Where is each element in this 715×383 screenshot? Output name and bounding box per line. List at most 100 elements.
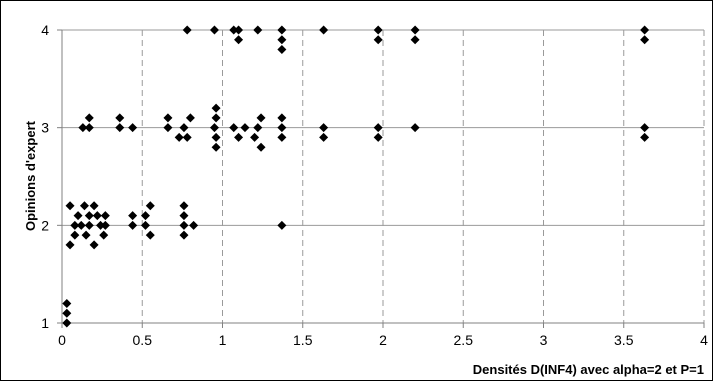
data-point-diamond [319, 25, 329, 35]
data-point-diamond [179, 220, 189, 230]
data-point-diamond [250, 132, 260, 142]
data-point-diamond [373, 25, 383, 35]
data-point-diamond [174, 132, 184, 142]
data-point-diamond [89, 201, 99, 211]
x-tick-label: 3.5 [614, 332, 634, 348]
y-axis-title: Opinions d'expert [23, 120, 38, 231]
data-point-diamond [128, 211, 138, 221]
data-point-diamond [65, 240, 75, 250]
data-point-diamond [640, 123, 650, 133]
data-point-diamond [115, 113, 125, 123]
axes [57, 29, 705, 328]
data-point-diamond [145, 201, 155, 211]
x-tick-label: 1 [219, 332, 227, 348]
data-point-diamond [79, 201, 89, 211]
data-point-diamond [62, 298, 72, 308]
data-point-diamond [99, 230, 109, 240]
data-point-diamond [319, 123, 329, 133]
data-point-diamond [277, 45, 287, 55]
y-tick-label: 1 [41, 315, 49, 331]
data-point-diamond [256, 113, 266, 123]
data-point-diamond [182, 25, 192, 35]
data-point-diamond [100, 220, 110, 230]
data-point-diamond [277, 132, 287, 142]
y-tick-label: 3 [41, 120, 49, 136]
data-point-diamond [189, 220, 199, 230]
data-point-diamond [640, 35, 650, 45]
y-tick-label: 4 [41, 22, 49, 38]
data-point-diamond [640, 25, 650, 35]
data-point-diamond [229, 123, 239, 133]
data-point-diamond [234, 25, 244, 35]
data-point-diamond [70, 220, 80, 230]
x-axis-title: Densités D(INF4) avec alpha=2 et P=1 [473, 362, 704, 377]
data-point-diamond [410, 25, 420, 35]
data-point-diamond [277, 220, 287, 230]
data-point-diamond [100, 211, 110, 221]
data-point-diamond [84, 113, 94, 123]
data-point-diamond [128, 220, 138, 230]
data-point-diamond [319, 132, 329, 142]
data-point-diamond [128, 123, 138, 133]
data-point-diamond [179, 201, 189, 211]
y-tick-label: 2 [41, 217, 49, 233]
x-tick-label: 3 [540, 332, 548, 348]
data-point-diamond [277, 35, 287, 45]
data-point-diamond [373, 123, 383, 133]
x-tick-label: 2 [379, 332, 387, 348]
data-point-diamond [81, 230, 91, 240]
data-point-diamond [373, 35, 383, 45]
data-point-diamond [70, 230, 80, 240]
data-point-diamond [84, 211, 94, 221]
data-point-diamond [76, 220, 86, 230]
data-point-diamond [410, 35, 420, 45]
data-point-diamond [92, 211, 102, 221]
data-point-diamond [163, 113, 173, 123]
x-tick-label: 0.5 [133, 332, 153, 348]
tick-labels: 1 2 3 4 0 0.5 1 1.5 2 2.5 3 3.5 4 [41, 22, 708, 348]
data-point-diamond [89, 240, 99, 250]
data-point-diamond [73, 211, 83, 221]
data-point-diamond [277, 25, 287, 35]
data-point-diamond [211, 113, 221, 123]
data-point-diamond [65, 201, 75, 211]
data-point-diamond [211, 142, 221, 152]
data-point-diamond [410, 123, 420, 133]
data-point-diamond [179, 230, 189, 240]
data-point-diamond [179, 123, 189, 133]
x-tick-label: 2.5 [454, 332, 474, 348]
data-point-diamond [209, 123, 219, 133]
data-point-diamond [84, 123, 94, 133]
data-point-diamond [277, 123, 287, 133]
data-point-diamond [234, 132, 244, 142]
grid-lines [62, 29, 705, 323]
data-point-diamond [84, 220, 94, 230]
x-tick-label: 1.5 [293, 332, 313, 348]
data-point-diamond [115, 123, 125, 133]
data-point-diamond [234, 35, 244, 45]
data-point-diamond [211, 132, 221, 142]
data-point-diamond [96, 220, 106, 230]
data-point-diamond [240, 123, 250, 133]
x-tick-label: 0 [58, 332, 66, 348]
data-point-diamond [253, 123, 263, 133]
data-point-diamond [209, 25, 219, 35]
x-tick-label: 4 [700, 332, 708, 348]
data-point-diamond [211, 103, 221, 113]
data-point-diamond [62, 308, 72, 318]
data-point-diamond [163, 123, 173, 133]
data-point-diamond [179, 211, 189, 221]
data-point-diamond [229, 25, 239, 35]
data-point-diamond [78, 123, 88, 133]
data-point-diamond [182, 132, 192, 142]
data-point-diamond [253, 25, 263, 35]
data-point-diamond [373, 132, 383, 142]
data-points [62, 25, 650, 328]
data-point-diamond [640, 132, 650, 142]
data-point-diamond [140, 211, 150, 221]
data-point-diamond [145, 230, 155, 240]
data-point-diamond [185, 113, 195, 123]
data-point-diamond [140, 220, 150, 230]
